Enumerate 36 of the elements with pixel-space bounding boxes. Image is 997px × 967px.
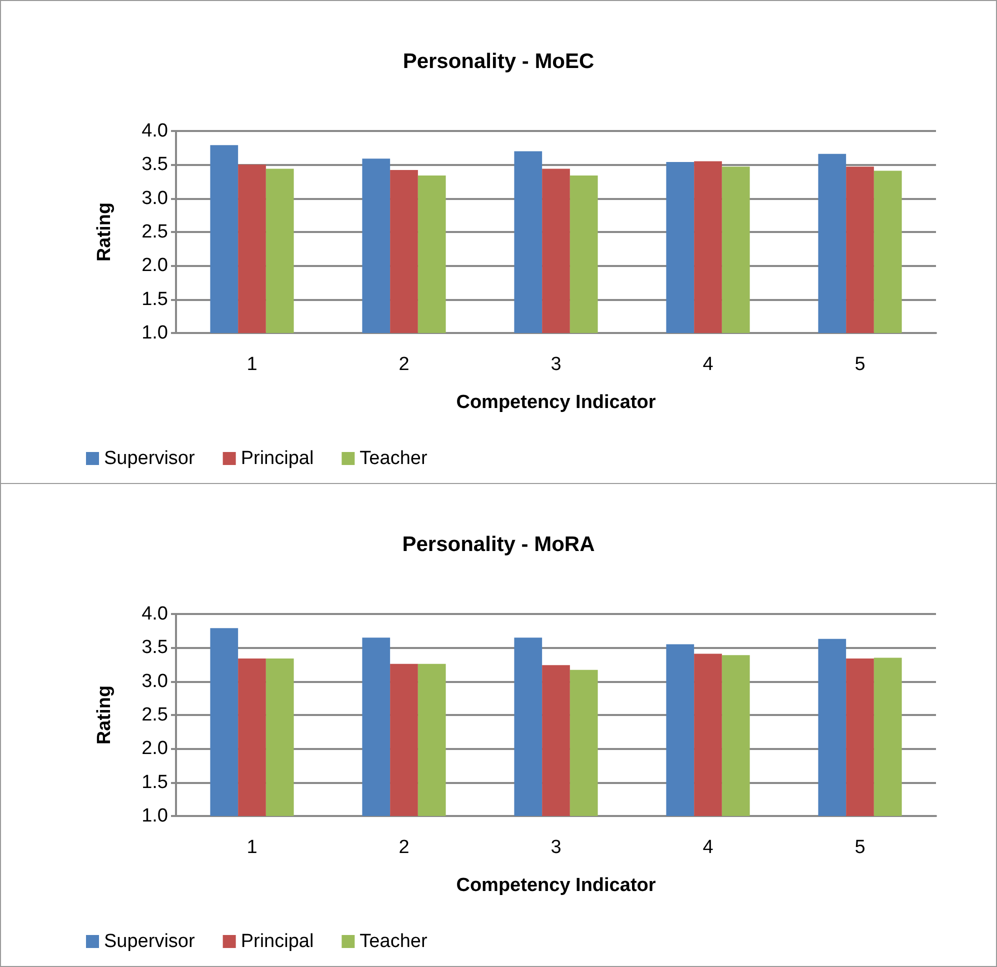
x-tick-label: 4 [702,354,714,375]
y-tick-label: 2.5 [142,222,168,242]
x-tick-label: 2 [398,354,410,375]
y-axis-title: Rating [94,202,115,262]
legend-label: Supervisor [104,931,196,952]
y-tick-label: 1.5 [142,288,168,310]
y-tick-label: 3.0 [142,188,168,209]
chart-title: Personality - MoRA [402,533,595,556]
legend-label: Principal [240,931,314,952]
x-tick-label: 3 [550,837,562,858]
x-tick-label: 4 [702,837,714,858]
y-tick-label: 1.0 [142,806,168,826]
y-tick-label: 1.5 [142,772,168,793]
chart-title: Personality - MoEC [402,50,594,73]
legend-label: Supervisor [104,448,196,469]
x-tick-label: 3 [550,354,562,375]
y-tick-label: 3.0 [142,670,168,692]
y-tick-label: 2.0 [142,738,168,760]
x-tick-label: 5 [854,354,866,375]
legend-label: Teacher [360,931,428,952]
x-tick-label: 5 [854,837,866,858]
legend-label: Principal [240,448,314,469]
y-tick-label: 2.0 [142,255,168,276]
x-axis-title: Competency Indicator [456,392,656,413]
y-tick-label: 4.0 [142,120,168,142]
x-tick-label: 2 [398,837,410,858]
y-axis-title: Rating [94,685,115,745]
x-tick-label: 1 [246,837,258,858]
x-axis-title: Competency Indicator [456,875,656,896]
legend-label: Teacher [360,448,428,469]
y-tick-label: 2.5 [142,704,168,726]
y-tick-label: 3.5 [142,154,168,176]
y-tick-label: 1.0 [142,322,168,344]
x-tick-label: 1 [246,354,258,375]
y-tick-label: 3.5 [142,637,168,658]
y-tick-label: 4.0 [142,604,168,624]
